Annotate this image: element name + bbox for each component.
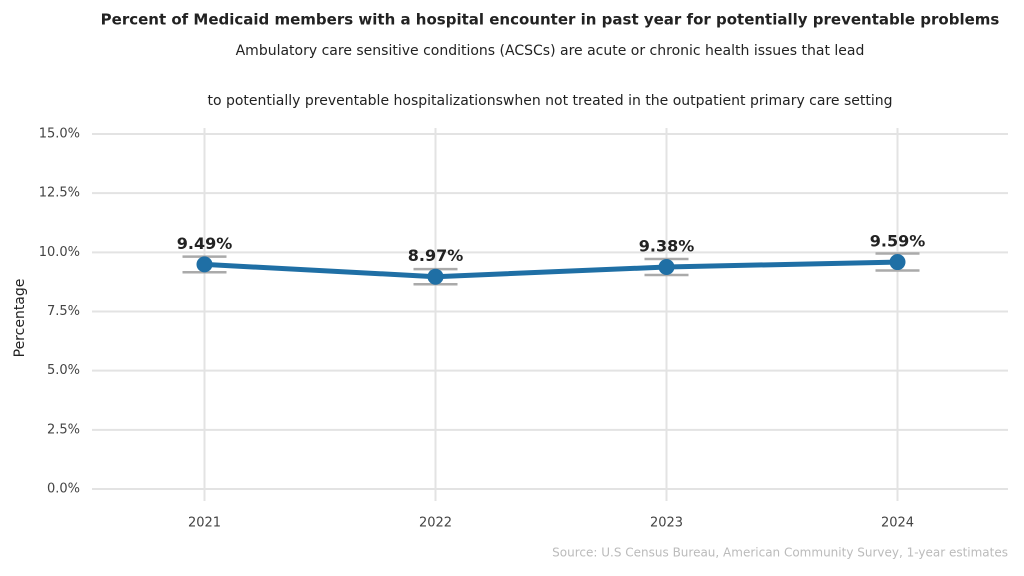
x-tick-label: 2024 <box>881 516 914 531</box>
y-tick-label: 10.0% <box>39 245 80 260</box>
y-tick-label: 0.0% <box>47 482 80 497</box>
chart-subtitle: to potentially preventable hospitalizati… <box>207 93 892 109</box>
x-tick-label: 2022 <box>419 516 452 531</box>
y-tick-label: 7.5% <box>47 304 80 319</box>
x-tick-label: 2021 <box>188 516 221 531</box>
x-tick-label: 2023 <box>650 516 683 531</box>
chart-title: Percent of Medicaid members with a hospi… <box>101 11 1000 29</box>
data-label: 9.49% <box>177 234 233 253</box>
data-label: 9.59% <box>870 232 926 251</box>
data-point <box>658 259 675 276</box>
y-tick-label: 12.5% <box>39 186 80 201</box>
source-note: Source: U.S Census Bureau, American Comm… <box>552 546 1008 560</box>
y-tick-label: 2.5% <box>47 422 80 437</box>
chart-subtitle: Ambulatory care sensitive conditions (AC… <box>236 43 865 59</box>
data-point <box>196 256 213 273</box>
y-tick-label: 15.0% <box>39 127 80 142</box>
data-label: 9.38% <box>639 237 695 256</box>
data-label: 8.97% <box>408 246 464 265</box>
y-axis-label: Percentage <box>12 279 28 358</box>
data-point <box>889 254 906 271</box>
series-line <box>204 259 898 280</box>
data-point <box>427 268 444 285</box>
y-tick-label: 5.0% <box>47 363 80 378</box>
